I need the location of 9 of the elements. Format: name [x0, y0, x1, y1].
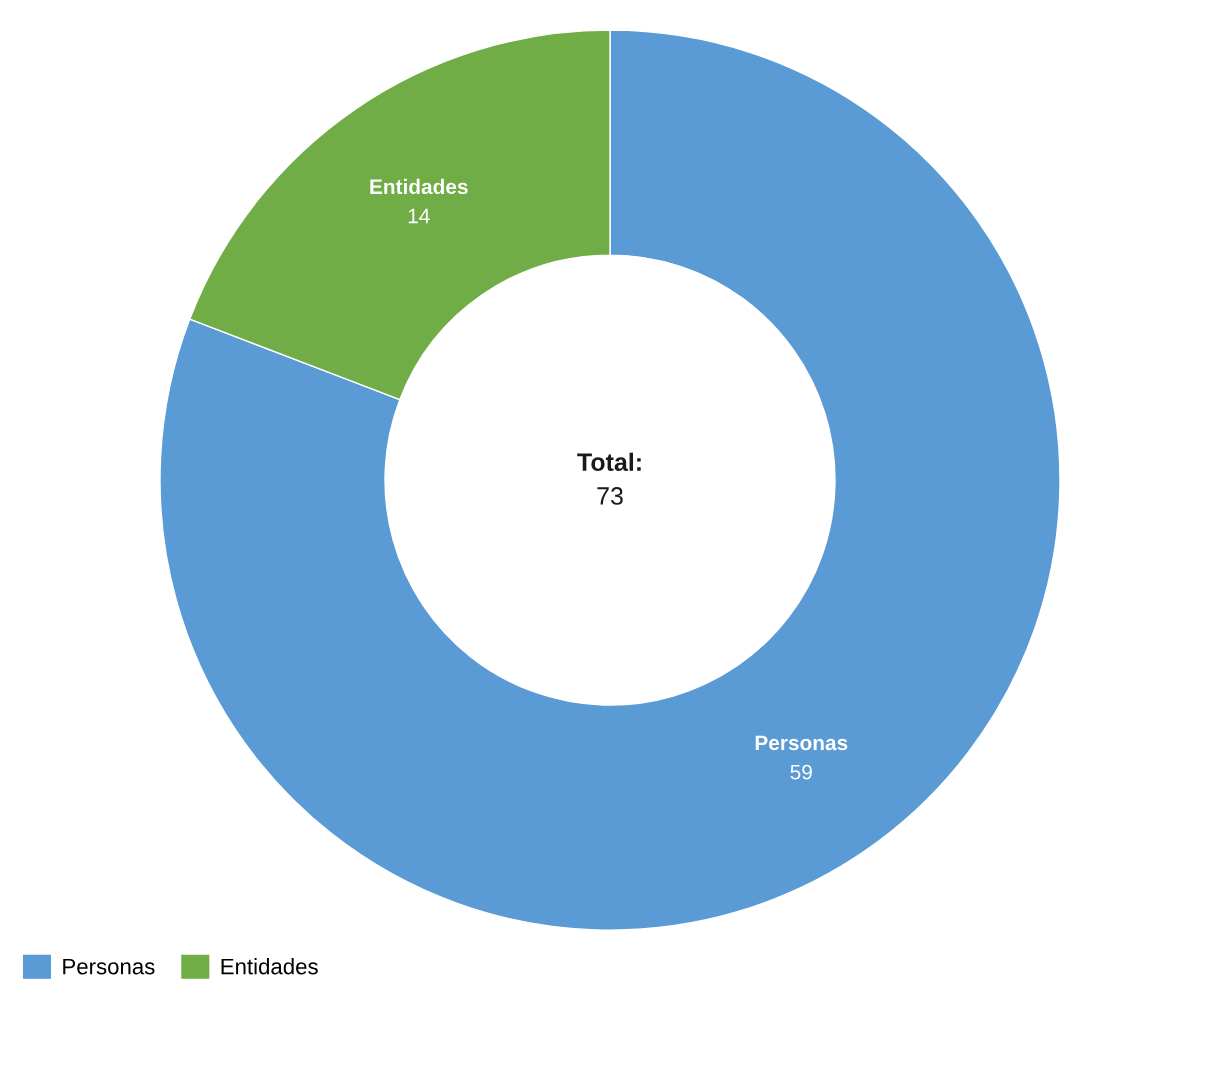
slice-label: Entidades [370, 178, 468, 195]
data-label: 59 [790, 764, 812, 780]
text: Total: [577, 452, 641, 472]
legend-label: Entidades [221, 958, 318, 975]
donut-slice [159, 29, 1061, 931]
slice-label: Personas [755, 735, 848, 751]
legend-label: Personas [63, 958, 155, 975]
data-label: 14 [408, 208, 430, 224]
text: 73 [597, 487, 623, 505]
